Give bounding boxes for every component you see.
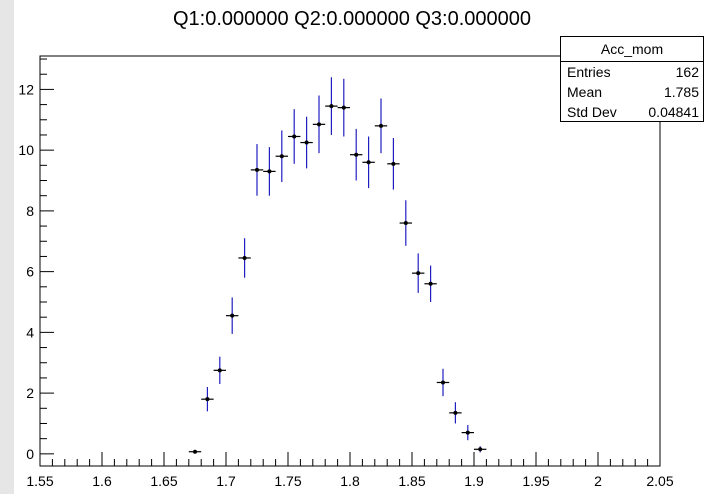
- stats-value: 0.04841: [648, 104, 699, 120]
- data-point: [304, 140, 309, 145]
- data-point: [279, 154, 284, 159]
- data-point: [428, 281, 433, 286]
- x-tick-label: 1.9: [464, 473, 484, 489]
- data-point: [193, 449, 197, 454]
- y-tick-label: 10: [18, 142, 34, 158]
- data-point: [329, 104, 334, 109]
- stats-label: Mean: [567, 84, 603, 100]
- data-point: [441, 380, 445, 385]
- data-point: [217, 368, 222, 373]
- data-point: [354, 152, 359, 157]
- y-tick-label: 4: [26, 324, 34, 340]
- data-point: [317, 122, 321, 127]
- x-tick-label: 1.6: [92, 473, 112, 489]
- x-tick-label: 2.05: [646, 473, 673, 489]
- data-point: [403, 221, 408, 226]
- data-point: [478, 447, 483, 452]
- y-tick-label: 12: [18, 81, 34, 97]
- data-point: [453, 410, 458, 415]
- x-tick-label: 2: [594, 473, 602, 489]
- x-tick-label: 1.55: [26, 473, 53, 489]
- chart-title: Q1:0.000000 Q2:0.000000 Q3:0.000000: [172, 8, 532, 30]
- stats-row-mean: Mean 1.785: [561, 82, 703, 102]
- x-tick-label: 1.8: [340, 473, 360, 489]
- x-tick-label: 1.7: [216, 473, 236, 489]
- x-tick-label: 1.95: [522, 473, 549, 489]
- data-point: [416, 271, 421, 276]
- stats-value: 162: [675, 64, 699, 80]
- x-tick-label: 1.65: [150, 473, 177, 489]
- data-point: [366, 160, 371, 165]
- data-point: [255, 167, 259, 172]
- x-tick-label: 1.85: [398, 473, 425, 489]
- data-point: [230, 313, 235, 318]
- stats-box: Acc_mom Entries 162 Mean 1.785 Std Dev 0…: [560, 36, 704, 122]
- data-point: [292, 134, 297, 139]
- stats-label: Std Dev: [567, 104, 617, 120]
- stats-row-entries: Entries 162: [561, 62, 703, 82]
- data-point: [391, 161, 396, 166]
- data-point: [267, 169, 272, 174]
- y-tick-label: 0: [26, 446, 34, 462]
- stats-label: Entries: [567, 64, 611, 80]
- data-point: [341, 105, 346, 110]
- y-tick-label: 2: [26, 385, 34, 401]
- left-edge-strip: [0, 0, 14, 494]
- data-points: [188, 77, 487, 454]
- data-point: [242, 255, 247, 260]
- stats-title: Acc_mom: [561, 37, 703, 62]
- stats-row-stddev: Std Dev 0.04841: [561, 102, 703, 122]
- data-point: [205, 397, 210, 402]
- y-tick-label: 6: [26, 264, 34, 280]
- y-tick-label: 8: [26, 203, 34, 219]
- data-point: [465, 430, 470, 435]
- y-axis: 0 2 4 6 8 10 12: [18, 58, 54, 462]
- data-point: [379, 123, 383, 128]
- stats-value: 1.785: [663, 84, 699, 100]
- x-tick-label: 1.75: [274, 473, 301, 489]
- x-axis: 1.55 1.6 1.65 1.7 1.75 1.8 1.85 1.9 1.95 2 2.05: [26, 452, 674, 489]
